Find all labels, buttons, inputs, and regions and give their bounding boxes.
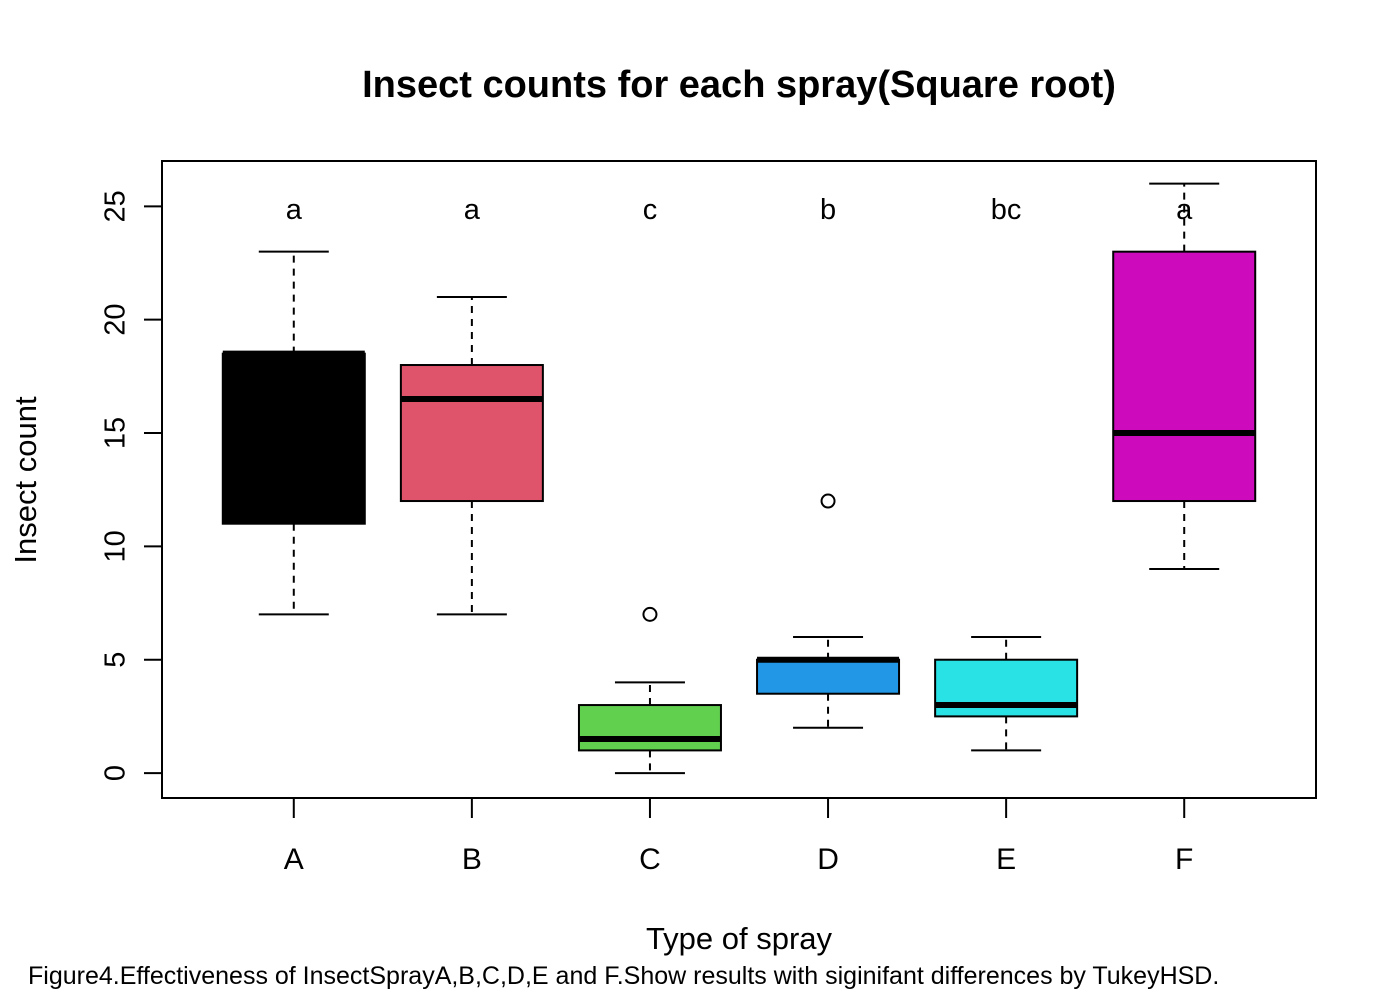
figure-caption: Figure4.Effectiveness of InsectSprayA,B,… [28, 962, 1220, 990]
box-D [756, 493, 901, 729]
y-axis: 0 5 10 15 20 25 [100, 190, 162, 781]
y-tick-label: 0 [100, 765, 132, 781]
chart-title: Insect counts for each spray(Square root… [362, 64, 1116, 106]
y-tick-label: 20 [100, 304, 132, 336]
plot-frame [161, 160, 1317, 799]
box-F [1112, 182, 1257, 571]
tukey-letter: c [643, 194, 658, 226]
x-tick-label: E [996, 843, 1016, 876]
tukey-letter: bc [991, 194, 1022, 226]
y-tick-label: 5 [100, 652, 132, 668]
y-axis-label: Insect count [8, 396, 43, 564]
outlier-point [820, 493, 836, 509]
x-tick-label: A [284, 843, 304, 876]
y-tick-label: 10 [100, 530, 132, 562]
box-B [399, 296, 544, 616]
boxes-layer [221, 182, 1257, 775]
box-body [1112, 250, 1257, 503]
box-body [577, 704, 722, 752]
x-tick-label: D [817, 843, 839, 876]
x-tick-label: F [1175, 843, 1193, 876]
box-body [399, 364, 544, 503]
box-C [577, 606, 722, 775]
tukey-letter: a [464, 194, 481, 226]
x-axis-label: Type of spray [646, 921, 833, 956]
x-axis: A B C D E F [284, 798, 1193, 876]
tukey-letter: a [286, 194, 303, 226]
box-body [756, 658, 901, 695]
x-tick-label: B [462, 843, 482, 876]
tukey-letters-layer: a a c b bc a [286, 194, 1193, 226]
tukey-letter: b [820, 194, 836, 226]
box-A [221, 250, 366, 616]
y-tick-label: 25 [100, 190, 132, 222]
y-tick-label: 15 [100, 417, 132, 449]
tukey-letter: a [1176, 194, 1193, 226]
outlier-point [642, 606, 658, 622]
box-E [934, 636, 1079, 752]
x-tick-label: C [639, 843, 661, 876]
box-body [221, 352, 366, 525]
